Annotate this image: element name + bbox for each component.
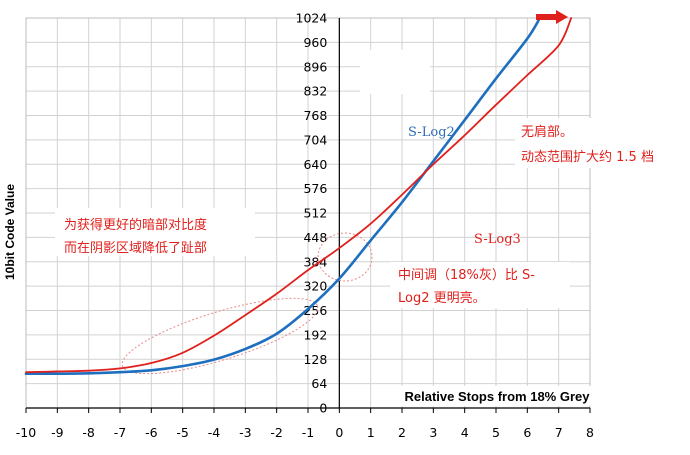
series-group xyxy=(24,16,573,376)
x-tick-label: -7 xyxy=(114,425,126,440)
x-tick-label: -8 xyxy=(82,425,95,440)
y-axis-label: 10bit Code Value xyxy=(3,184,17,280)
x-tick-label: 8 xyxy=(586,425,594,440)
y-tick-label: 576 xyxy=(303,181,327,196)
y-tick-labels: 0641281922563203844485125766407047688328… xyxy=(296,11,328,416)
y-tick-label: 512 xyxy=(303,206,327,221)
y-tick-label: 896 xyxy=(303,59,327,74)
x-tick-label: 4 xyxy=(461,425,469,440)
arrow-icon xyxy=(536,10,568,24)
y-tick-label: 640 xyxy=(303,157,327,172)
axes xyxy=(25,17,591,413)
annotation-mask-right xyxy=(515,118,683,168)
y-tick-label: 128 xyxy=(303,352,327,367)
slog2-label: S-Log2 xyxy=(408,125,455,140)
y-tick-label: 960 xyxy=(303,35,327,50)
x-tick-label: 5 xyxy=(492,425,500,440)
x-tick-labels: -10 -9 -8 -7 -6 -5 -4 -3 -2 -1 0 1 2 3 4 5 6 7 8 xyxy=(16,425,594,440)
no-shoulder-line-1: 无肩部。 xyxy=(521,124,573,140)
y-tick-label: 448 xyxy=(303,230,327,245)
x-tick-label: -4 xyxy=(208,425,221,440)
x-tick-label: 2 xyxy=(398,425,406,440)
no-shoulder-line-2: 动态范围扩大约 1.5 档 xyxy=(521,150,654,165)
y-tick-label: 1024 xyxy=(296,11,328,26)
midtone-note-line-2: Log2 更明亮。 xyxy=(398,290,486,306)
y-tick-label: 832 xyxy=(303,84,327,99)
series-line-s-log3 xyxy=(25,17,573,374)
x-tick-label: -5 xyxy=(176,425,188,440)
annotation-mask-shadow xyxy=(55,208,255,256)
shadow-region-ellipse xyxy=(121,297,319,375)
annotation-mask-top xyxy=(360,50,430,94)
x-axis-label: Relative Stops from 18% Grey xyxy=(405,389,591,404)
x-tick-label: -1 xyxy=(302,425,314,440)
x-tick-label: -2 xyxy=(270,425,282,440)
midtone-region-ellipse xyxy=(317,232,373,282)
x-tick-label: 1 xyxy=(367,425,375,440)
y-tick-label: 64 xyxy=(311,376,327,391)
x-tick-label: -10 xyxy=(16,425,36,440)
x-tick-label: 3 xyxy=(429,425,437,440)
y-tick-label: 320 xyxy=(303,279,327,294)
annotation-mask-midtone xyxy=(390,262,570,308)
x-tick-label: -6 xyxy=(145,425,158,440)
x-tick-label: 7 xyxy=(555,425,563,440)
x-tick-label: -9 xyxy=(51,425,64,440)
series-line-s-log2 xyxy=(24,16,542,376)
x-tick-label: 6 xyxy=(523,425,531,440)
slog3-label: S-Log3 xyxy=(474,232,521,247)
shadow-note-line-1: 为获得更好的暗部对比度 xyxy=(64,217,207,233)
shadow-note-line-2: 而在阴影区域降低了趾部 xyxy=(64,241,207,256)
midtone-note-line-1: 中间调（18%灰）比 S- xyxy=(398,268,535,283)
y-tick-label: 384 xyxy=(303,254,327,269)
y-tick-label: 0 xyxy=(319,401,327,416)
x-tick-label: -3 xyxy=(239,425,251,440)
y-tick-label: 192 xyxy=(303,327,327,342)
y-tick-label: 768 xyxy=(303,108,327,123)
y-tick-label: 704 xyxy=(303,132,327,147)
x-tick-label: 0 xyxy=(335,425,343,440)
annotation-mask-xlabel xyxy=(390,386,605,406)
